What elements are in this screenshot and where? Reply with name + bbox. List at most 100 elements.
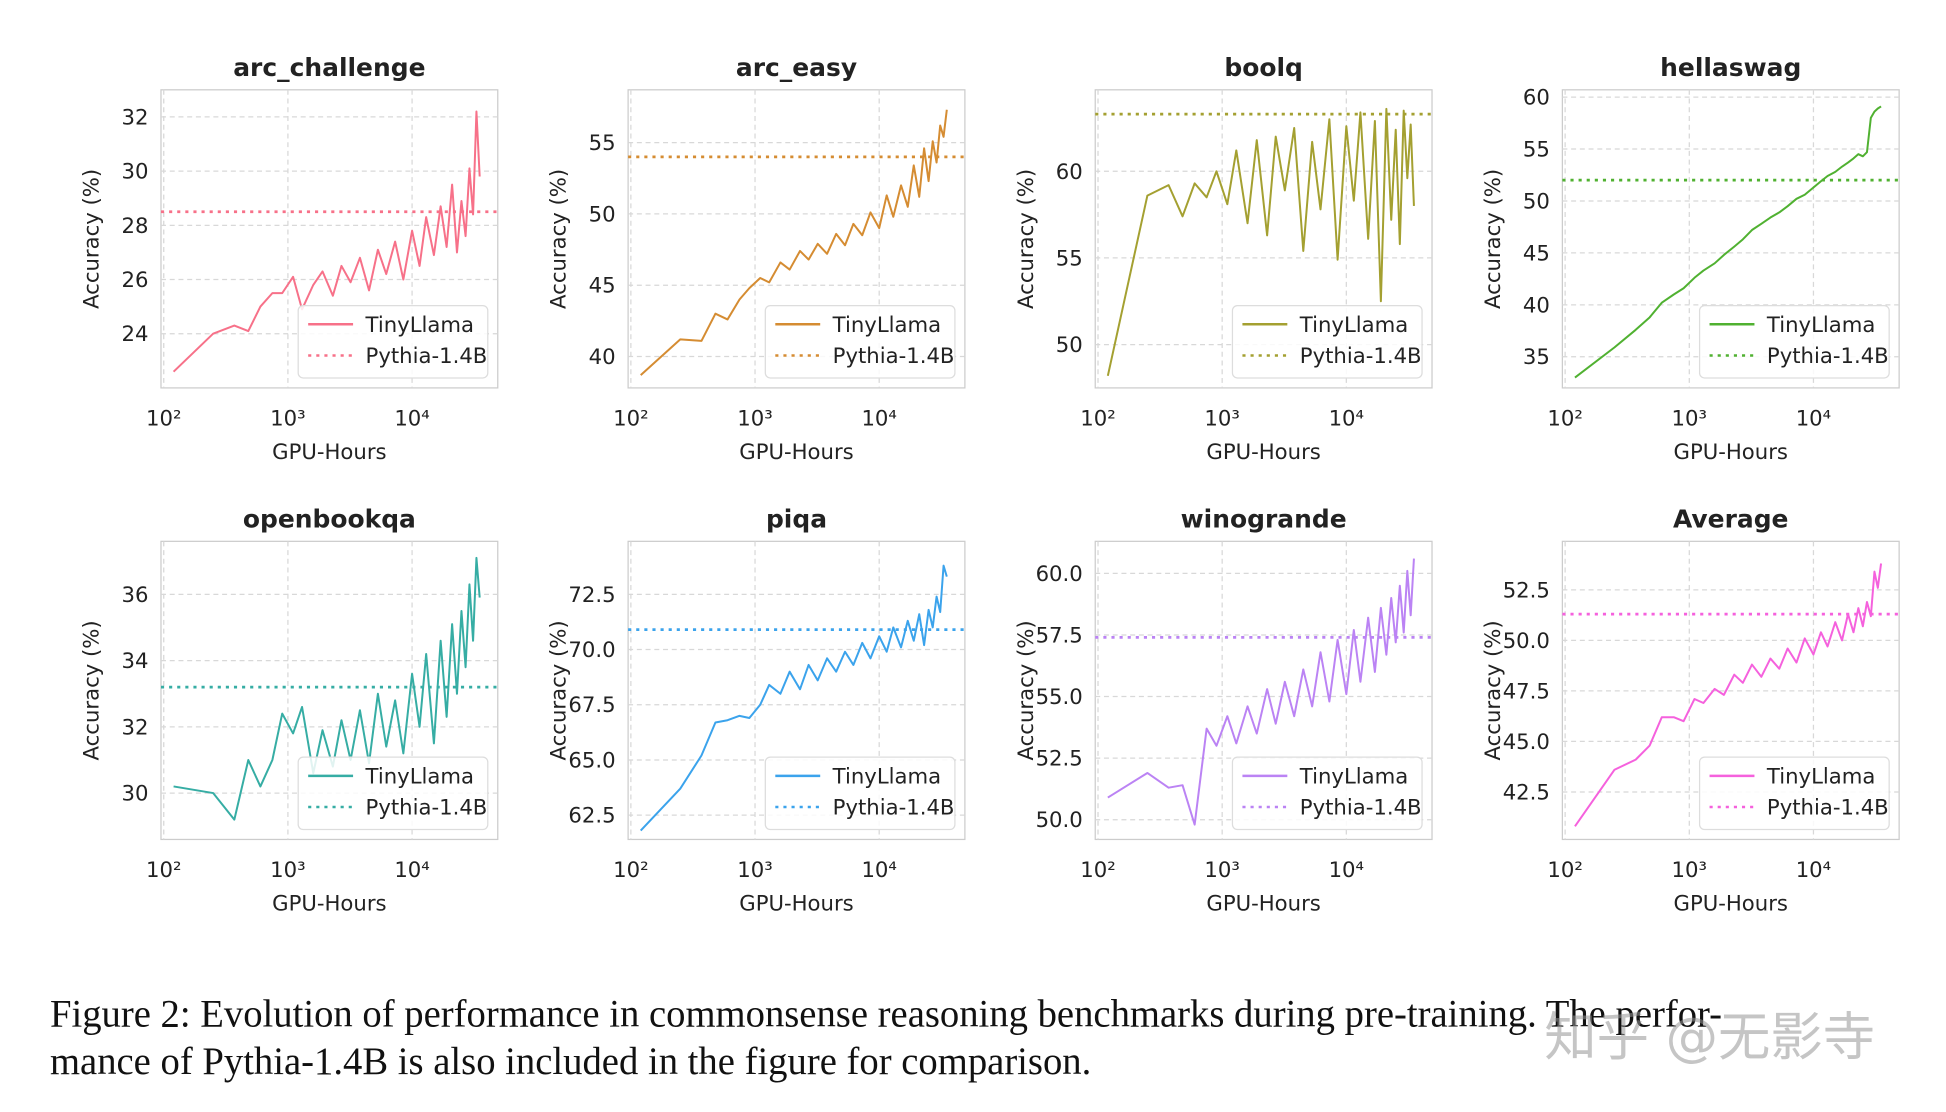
chart-title: piqa (766, 505, 827, 534)
x-axis-label: GPU-Hours (272, 439, 386, 464)
legend-label: Pythia-1.4B (1767, 795, 1889, 820)
y-tick-label: 45.0 (1503, 729, 1550, 754)
y-tick-label: 60 (1056, 159, 1083, 184)
x-tick-label: 10³ (1672, 405, 1707, 430)
series-line (1107, 558, 1415, 826)
y-tick-label: 45 (589, 273, 616, 298)
x-axis-label: GPU-Hours (739, 439, 853, 464)
legend-label: Pythia-1.4B (1300, 795, 1422, 820)
caption-line: mance of Pythia-1.4B is also included in… (50, 1041, 1091, 1083)
y-tick-label: 65.0 (568, 747, 615, 772)
y-tick-label: 50.0 (1503, 628, 1550, 653)
y-tick-label: 30 (122, 781, 149, 806)
x-tick-label: 10⁴ (861, 405, 896, 430)
y-axis-label: Accuracy (%) (79, 620, 104, 760)
subplot: 50 55 60 10² 10³ 10⁴ boolq GPU-Hours Accuracy (%… (1013, 53, 1433, 464)
y-tick-label: 40 (1523, 292, 1550, 317)
x-axis-label: GPU-Hours (1674, 891, 1788, 916)
y-tick-label: 42.5 (1503, 779, 1550, 804)
legend-label: TinyLlama (365, 763, 474, 788)
y-tick-label: 72.5 (568, 582, 615, 607)
series-line (172, 110, 481, 373)
x-tick-label: 10⁴ (1796, 405, 1831, 430)
x-tick-label: 10³ (1204, 405, 1239, 430)
y-tick-label: 62.5 (568, 803, 615, 828)
x-tick-label: 10² (1547, 857, 1582, 882)
x-tick-label: 10² (1080, 405, 1115, 430)
x-tick-label: 10³ (1672, 857, 1707, 882)
y-tick-label: 67.5 (568, 692, 615, 717)
x-tick-label: 10² (146, 405, 181, 430)
x-axis-label: GPU-Hours (1674, 439, 1788, 464)
y-tick-label: 60 (1523, 85, 1550, 110)
x-axis-label: GPU-Hours (739, 891, 853, 916)
y-tick-label: 50 (1056, 332, 1083, 357)
chart-title: arc_challenge (233, 53, 425, 82)
subplot: 24 26 28 30 32 10² 10³ 10⁴ arc_challenge GPU-Hour… (79, 53, 499, 464)
x-tick-label: 10² (613, 405, 648, 430)
subplot: 50.0 52.5 55.0 57.5 60.0 10² 10³ 10⁴ winogrande G… (1013, 505, 1433, 916)
series-line (1574, 105, 1882, 379)
y-tick-label: 26 (122, 267, 149, 292)
chart-title: arc_easy (736, 53, 857, 82)
legend-label: TinyLlama (832, 312, 941, 337)
x-tick-label: 10³ (1204, 857, 1239, 882)
x-axis-label: GPU-Hours (1206, 439, 1320, 464)
legend-label: Pythia-1.4B (366, 795, 488, 820)
y-tick-label: 32 (122, 104, 149, 129)
series-line (639, 564, 948, 832)
y-axis-label: Accuracy (%) (1013, 620, 1038, 760)
x-tick-label: 10³ (270, 405, 305, 430)
y-tick-label: 28 (122, 213, 149, 238)
y-axis-label: Accuracy (%) (1013, 169, 1038, 309)
y-tick-label: 57.5 (1036, 622, 1083, 647)
x-tick-label: 10² (1547, 405, 1582, 430)
subplot: 35 40 45 50 55 60 10² 10³ 10⁴ hellaswag GPU-Hours A… (1480, 53, 1900, 464)
y-tick-label: 52.5 (1036, 746, 1083, 771)
y-tick-label: 50.0 (1036, 807, 1083, 832)
y-axis-label: Accuracy (%) (1480, 620, 1505, 760)
y-axis-label: Accuracy (%) (79, 169, 104, 309)
y-tick-label: 47.5 (1503, 678, 1550, 703)
y-tick-label: 50 (589, 201, 616, 226)
subplot: 62.5 65.0 67.5 70.0 72.5 10² 10³ 10⁴ piqa GPU-Hou… (546, 505, 966, 916)
y-tick-label: 30 (122, 159, 149, 184)
chart-title: hellaswag (1660, 53, 1801, 82)
x-tick-label: 10⁴ (1796, 857, 1831, 882)
chart-title: winogrande (1181, 505, 1347, 534)
y-tick-label: 32 (122, 714, 149, 739)
x-tick-label: 10⁴ (1329, 857, 1364, 882)
x-tick-label: 10⁴ (861, 857, 896, 882)
x-tick-label: 10³ (737, 405, 772, 430)
chart-title: openbookqa (243, 505, 416, 534)
legend-label: TinyLlama (832, 763, 941, 788)
y-tick-label: 45 (1523, 240, 1550, 265)
y-tick-label: 55 (589, 130, 616, 155)
x-axis-label: GPU-Hours (272, 891, 386, 916)
legend-label: TinyLlama (365, 312, 474, 337)
y-tick-label: 40 (589, 344, 616, 369)
subplot: 42.5 45.0 47.5 50.0 52.5 10² 10³ 10⁴ Average GPU-… (1480, 505, 1900, 916)
x-tick-label: 10² (613, 857, 648, 882)
series-line (1106, 107, 1415, 377)
legend-label: Pythia-1.4B (366, 343, 488, 368)
y-tick-label: 55 (1056, 245, 1083, 270)
chart-title: boolq (1224, 53, 1303, 82)
y-axis-label: Accuracy (%) (1480, 169, 1505, 309)
caption-line: Figure 2: Evolution of performance in co… (50, 994, 1722, 1036)
y-tick-label: 52.5 (1503, 577, 1550, 602)
legend-label: Pythia-1.4B (1300, 343, 1422, 368)
y-axis-label: Accuracy (%) (546, 169, 571, 309)
y-tick-label: 36 (122, 582, 149, 607)
y-tick-label: 50 (1523, 188, 1550, 213)
legend-label: TinyLlama (1299, 763, 1408, 788)
series-line (640, 109, 948, 376)
x-tick-label: 10⁴ (1329, 405, 1364, 430)
series-line (173, 556, 481, 821)
legend-label: TinyLlama (1766, 312, 1875, 337)
y-tick-label: 55 (1523, 136, 1550, 161)
subplot: 30 32 34 36 10² 10³ 10⁴ openbookqa GPU-Hours Accu… (79, 505, 499, 916)
legend-label: Pythia-1.4B (833, 343, 955, 368)
